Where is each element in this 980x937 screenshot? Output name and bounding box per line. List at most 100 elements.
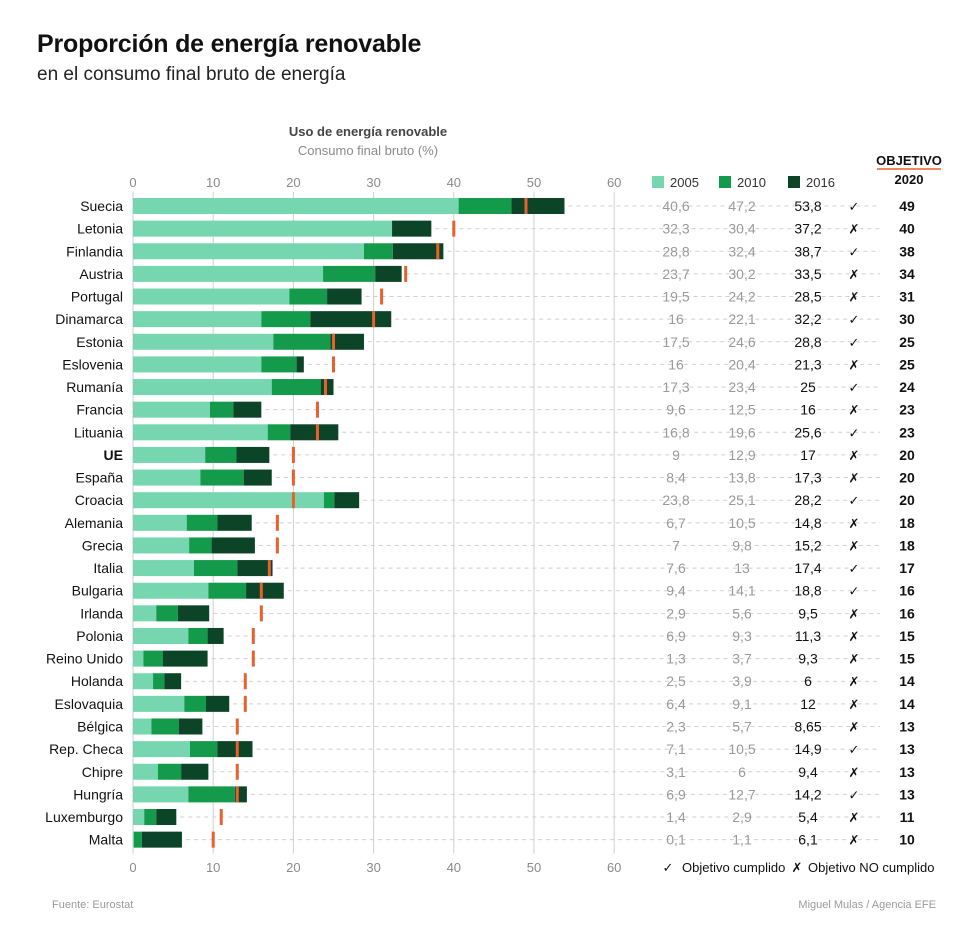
x-tick-top: 60	[607, 175, 621, 190]
value-2010: 13,8	[728, 470, 755, 486]
target-marker	[380, 288, 384, 305]
cross-icon: ✗	[849, 629, 860, 644]
target-marker	[323, 379, 327, 396]
value-2005: 19,5	[662, 289, 689, 305]
target-marker	[291, 492, 295, 509]
value-2005: 3,1	[666, 764, 686, 780]
value-2005: 6,4	[666, 696, 686, 712]
objective-value: 14	[899, 696, 915, 712]
value-2005: 6,9	[666, 786, 686, 802]
bar-2005	[133, 220, 393, 237]
objective-value: 10	[899, 832, 915, 848]
bar-2016	[164, 673, 182, 690]
value-2005: 9	[672, 447, 680, 463]
bar-2010	[209, 401, 234, 418]
country-label: Rep. Checa	[49, 741, 123, 757]
value-2005: 7,1	[666, 741, 686, 757]
value-2005: 2,9	[666, 605, 686, 621]
x-tick-top: 0	[129, 175, 136, 190]
value-2016: 14,9	[794, 741, 821, 757]
target-marker	[404, 265, 408, 282]
country-label: Polonia	[76, 628, 123, 644]
country-label: Portugal	[71, 289, 123, 305]
check-icon: ✓	[849, 380, 860, 395]
country-label: Suecia	[80, 198, 123, 214]
cross-icon: ✗	[849, 765, 860, 780]
bar-2016	[181, 763, 209, 780]
value-2016: 17	[800, 447, 816, 463]
country-label: Eslovenia	[62, 356, 123, 372]
value-2016: 5,4	[798, 809, 818, 825]
value-2005: 9,4	[666, 583, 686, 599]
value-2010: 32,4	[728, 243, 755, 259]
country-label: Luxemburgo	[45, 809, 123, 825]
value-2016: 53,8	[794, 198, 821, 214]
bar-2005	[133, 786, 189, 803]
target-marker	[211, 831, 215, 848]
x-tick-bottom: 50	[527, 860, 541, 875]
bar-2005	[133, 492, 324, 509]
objective-value: 16	[899, 583, 915, 599]
check-icon: ✓	[849, 742, 860, 757]
x-tick-top: 20	[286, 175, 300, 190]
value-2010: 25,1	[728, 492, 755, 508]
target-marker	[235, 763, 239, 780]
cross-icon: ✗	[849, 538, 860, 553]
value-2010: 3,9	[732, 673, 752, 689]
cross-icon: ✗	[849, 357, 860, 372]
value-2010: 47,2	[728, 198, 755, 214]
bar-2016	[246, 582, 284, 599]
bar-2005	[133, 763, 158, 780]
objective-value: 11	[900, 809, 915, 825]
bar-2005	[133, 695, 185, 712]
value-2016: 11,3	[795, 628, 821, 644]
bar-2010	[363, 243, 393, 260]
bar-2016	[237, 560, 273, 577]
cross-icon: ✗	[849, 516, 860, 531]
bar-2005	[133, 605, 157, 622]
cross-icon: ✗	[849, 471, 860, 486]
target-marker	[332, 333, 335, 350]
target-marker	[452, 220, 456, 237]
cross-icon: ✗	[849, 267, 860, 282]
value-2010: 9,3	[732, 628, 752, 644]
value-2016: 17,3	[794, 470, 821, 486]
cross-icon: ✗	[849, 290, 860, 305]
value-2016: 14,8	[794, 515, 821, 531]
target-marker	[251, 627, 255, 644]
value-2005: 2,3	[666, 718, 686, 734]
check-icon: ✓	[849, 199, 860, 214]
bar-2010	[458, 198, 512, 214]
objective-value: 13	[899, 741, 915, 757]
value-2016: 6	[804, 673, 812, 689]
bar-2005	[133, 560, 194, 577]
bar-2010	[208, 582, 247, 599]
target-marker	[259, 605, 263, 622]
legend-check-label: Objetivo cumplido	[682, 860, 785, 875]
objective-value: 24	[899, 379, 915, 395]
bar-2010	[186, 514, 218, 531]
value-2010: 22,1	[728, 311, 755, 327]
value-2005: 6,9	[666, 628, 686, 644]
x-tick-bottom: 60	[607, 860, 621, 875]
value-2010: 12,7	[728, 786, 755, 802]
value-2010: 23,4	[728, 379, 755, 395]
value-2005: 32,3	[662, 221, 689, 237]
x-tick-top: 30	[366, 175, 380, 190]
target-marker	[235, 741, 239, 758]
bar-2016	[177, 605, 210, 622]
target-marker	[275, 537, 279, 554]
value-2010: 1,1	[732, 832, 752, 848]
bar-2005	[133, 243, 364, 260]
value-2010: 5,6	[732, 605, 752, 621]
legend-label-2016: 2016	[806, 175, 835, 190]
value-2005: 17,5	[662, 334, 689, 350]
chart-header-title: Uso de energía renovable	[289, 124, 447, 139]
value-2005: 16,8	[662, 424, 689, 440]
value-2016: 21,3	[794, 356, 821, 372]
value-2005: 16	[668, 356, 684, 372]
value-2005: 9,6	[666, 402, 686, 418]
bar-2010	[261, 356, 297, 373]
bar-2016	[375, 265, 402, 282]
country-label: Irlanda	[80, 605, 123, 621]
